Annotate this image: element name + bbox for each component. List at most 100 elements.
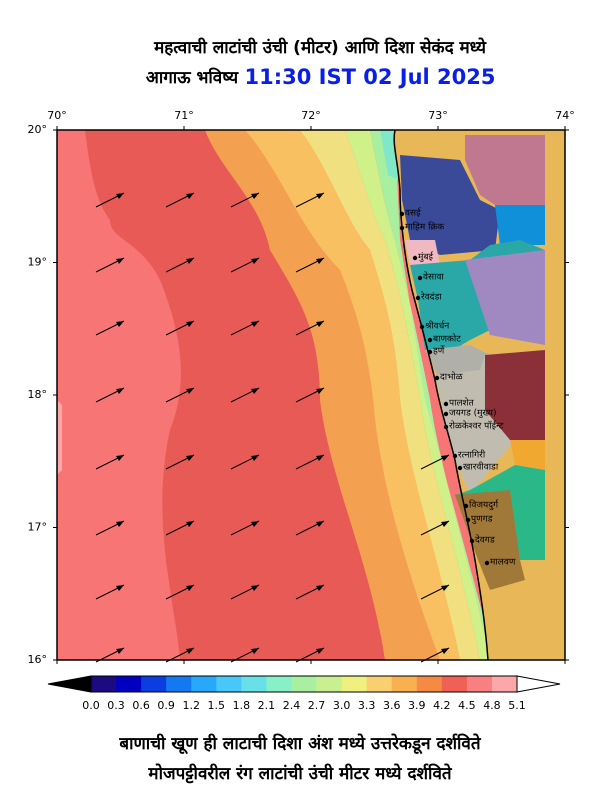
arrow-head bbox=[251, 455, 259, 461]
arrow-head bbox=[441, 585, 449, 591]
colorbar-label: 0.9 bbox=[157, 699, 175, 712]
place-dot bbox=[399, 211, 405, 217]
arrow-head bbox=[441, 648, 449, 654]
arrow-head bbox=[316, 321, 324, 327]
arrow-head bbox=[316, 455, 324, 461]
lon-label: 71° bbox=[174, 109, 194, 122]
arrow-head bbox=[116, 258, 124, 264]
place-dot bbox=[457, 465, 463, 471]
colorbar-label: 2.4 bbox=[283, 699, 301, 712]
arrow-head bbox=[186, 193, 194, 199]
lat-label: 17° bbox=[28, 521, 48, 534]
arrow-head bbox=[251, 321, 259, 327]
lat-label: 18° bbox=[28, 388, 48, 401]
colorbar-swatch bbox=[341, 676, 368, 692]
place-label: देवगड bbox=[475, 534, 495, 546]
colorbar bbox=[47, 675, 561, 693]
place-dot bbox=[443, 424, 449, 430]
place-label: रत्नागिरी bbox=[458, 449, 486, 461]
arrow-head bbox=[316, 193, 324, 199]
arrow-head bbox=[251, 521, 259, 527]
colorbar-swatch bbox=[241, 676, 267, 692]
colorbar-label: 0.3 bbox=[107, 699, 125, 712]
colorbar-label: 4.5 bbox=[458, 699, 476, 712]
arrow-head bbox=[186, 321, 194, 327]
place-dot bbox=[443, 411, 449, 417]
place-dot bbox=[443, 401, 449, 407]
place-label: खारवीवाडा bbox=[463, 461, 499, 473]
place-label: जयगड (मुख्य) bbox=[449, 409, 497, 419]
colorbar-swatch bbox=[291, 676, 318, 692]
colorbar-swatch bbox=[266, 676, 292, 692]
colorbar-swatch bbox=[216, 676, 242, 692]
title: महत्वाची लाटांची उंची (मीटर) आणि दिशा से… bbox=[153, 37, 487, 58]
arrow-head bbox=[441, 455, 449, 461]
arrow-head bbox=[186, 648, 194, 654]
arrow-head bbox=[316, 521, 324, 527]
colorbar-label: 3.6 bbox=[383, 699, 401, 712]
footer-line: मोजपट्टीवरील रंग लाटांची उंची मीटर मध्ये… bbox=[147, 763, 452, 784]
colorbar-label: 0.6 bbox=[132, 699, 150, 712]
place-dot bbox=[412, 255, 418, 261]
place-dot bbox=[419, 324, 425, 330]
place-label: श्रीवर्धन bbox=[425, 320, 450, 332]
arrow-head bbox=[116, 455, 124, 461]
colorbar-label: 0.0 bbox=[82, 699, 100, 712]
colorbar-frame bbox=[90, 675, 518, 693]
colorbar-label: 3.0 bbox=[333, 699, 351, 712]
lat-label: 19° bbox=[28, 256, 48, 269]
colorbar-swatch bbox=[491, 676, 518, 692]
lat-label: 16° bbox=[28, 653, 48, 666]
arrow-head bbox=[251, 585, 259, 591]
arrow-head bbox=[316, 585, 324, 591]
arrow-head bbox=[116, 585, 124, 591]
arrow-head bbox=[441, 521, 449, 527]
colorbar-swatch bbox=[316, 676, 343, 692]
arrow-head bbox=[116, 388, 124, 394]
subtitle: आगाऊ भविष्य bbox=[146, 67, 239, 88]
colorbar-swatch bbox=[416, 676, 443, 692]
arrow-head bbox=[316, 258, 324, 264]
arrow-head bbox=[186, 258, 194, 264]
colorbar-label: 3.9 bbox=[408, 699, 426, 712]
place-label: मुंबई bbox=[418, 251, 434, 263]
place-label: दाभोळ bbox=[440, 371, 463, 383]
colorbar-swatch bbox=[91, 676, 117, 692]
place-label: विजयदुर्ग bbox=[469, 499, 499, 511]
place-dot bbox=[465, 517, 471, 523]
colorbar-label: 3.3 bbox=[358, 699, 376, 712]
arrow-head bbox=[186, 585, 194, 591]
colorbar-swatch bbox=[441, 676, 468, 692]
colorbar-swatch bbox=[366, 676, 393, 692]
place-label: मालवण bbox=[490, 558, 516, 568]
place-dot bbox=[463, 503, 469, 509]
lat-label: 20° bbox=[28, 123, 48, 136]
colorbar-label: 5.1 bbox=[508, 699, 526, 712]
time: 11:30 IST 02 Jul 2025 bbox=[245, 65, 496, 89]
arrow-head bbox=[251, 388, 259, 394]
arrow-head bbox=[186, 388, 194, 394]
arrow-head bbox=[316, 648, 324, 654]
place-dot bbox=[452, 453, 458, 459]
lon-label: 73° bbox=[428, 109, 448, 122]
colorbar-label: 4.8 bbox=[483, 699, 501, 712]
colorbar-swatch bbox=[466, 676, 493, 692]
place-dot bbox=[417, 275, 423, 281]
arrow-head bbox=[251, 648, 259, 654]
colorbar-label: 2.1 bbox=[258, 699, 276, 712]
colorbar-swatch bbox=[391, 676, 418, 692]
lon-label: 74° bbox=[555, 109, 575, 122]
place-dot bbox=[469, 538, 475, 544]
place-dot bbox=[427, 337, 433, 343]
arrow-head bbox=[186, 455, 194, 461]
place-dot bbox=[415, 295, 421, 301]
colorbar-label: 1.8 bbox=[233, 699, 251, 712]
place-label: रेवदंडा bbox=[421, 291, 443, 303]
place-dot bbox=[399, 225, 405, 231]
place-label: माहिम क्रिक bbox=[405, 221, 445, 233]
lon-label: 70° bbox=[47, 109, 67, 122]
colorbar-label: 1.5 bbox=[208, 699, 226, 712]
place-label: पुणगड bbox=[471, 515, 493, 525]
colorbar-label: 4.2 bbox=[433, 699, 451, 712]
